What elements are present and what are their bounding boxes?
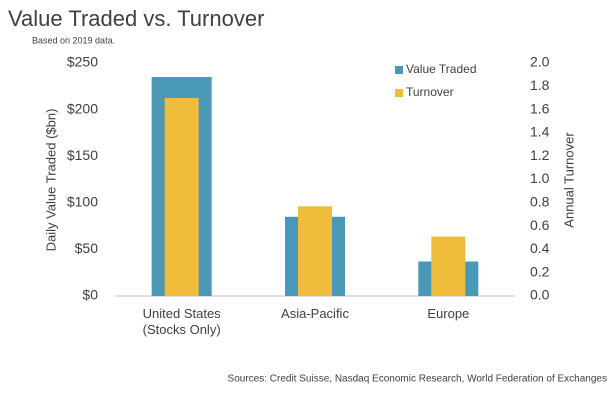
y2-tick-label: 1.2 bbox=[530, 147, 550, 163]
bar bbox=[164, 97, 199, 296]
y2-tick-label: 1.0 bbox=[530, 170, 550, 186]
y-axis-label: Daily Value Traded ($bn) bbox=[43, 109, 58, 252]
y2-tick-label: 0.2 bbox=[530, 263, 550, 279]
y2-tick-label: 0.6 bbox=[530, 217, 550, 233]
y-tick-label: $150 bbox=[67, 147, 98, 163]
y2-tick-label: 0.0 bbox=[530, 287, 550, 303]
x-tick-label: United States (Stocks Only) bbox=[142, 306, 221, 337]
x-tick-label: Europe bbox=[427, 306, 470, 321]
legend-label: Turnover bbox=[406, 85, 454, 99]
y2-tick-label: 2.0 bbox=[530, 54, 550, 70]
bar bbox=[431, 236, 466, 296]
y2-tick-label: 1.6 bbox=[530, 100, 550, 116]
y2-axis-label: Annual Turnover bbox=[561, 132, 576, 228]
legend-label: Value Traded bbox=[406, 62, 477, 76]
y-tick-label: $0 bbox=[82, 287, 98, 303]
y-tick-label: $200 bbox=[67, 100, 98, 116]
legend-swatch bbox=[395, 89, 403, 97]
y2-tick-label: 0.4 bbox=[530, 240, 550, 256]
y-tick-label: $100 bbox=[67, 194, 98, 210]
chart-subtitle: Based on 2019 data. bbox=[32, 35, 115, 45]
chart-title: Value Traded vs. Turnover bbox=[8, 6, 264, 31]
y2-tick-label: 1.8 bbox=[530, 77, 550, 93]
bar bbox=[298, 206, 332, 296]
y-tick-label: $250 bbox=[67, 54, 98, 70]
y-tick-label: $50 bbox=[75, 240, 99, 256]
legend-swatch bbox=[395, 66, 403, 74]
y2-tick-label: 1.4 bbox=[530, 124, 550, 140]
y2-tick-label: 0.8 bbox=[530, 194, 550, 210]
source-note: Sources: Credit Suisse, Nasdaq Economic … bbox=[228, 374, 607, 385]
x-tick-label: Asia-Pacific bbox=[281, 306, 349, 321]
